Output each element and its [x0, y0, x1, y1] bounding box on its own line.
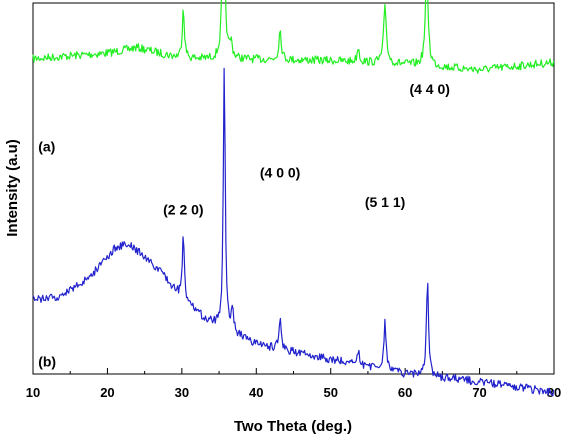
- series-line-0: [32, 0, 555, 74]
- x-tick-label: 30: [175, 385, 189, 400]
- x-axis-label: Two Theta (deg.): [234, 418, 352, 435]
- peak-label: (4 4 0): [409, 81, 449, 97]
- peak-label: (5 1 1): [365, 194, 405, 210]
- x-tick-label: 60: [398, 385, 412, 400]
- x-tick-label: 70: [472, 385, 486, 400]
- x-tick-label: 50: [323, 385, 337, 400]
- x-tick-label: 10: [26, 385, 40, 400]
- x-axis-ticks: 10 20 30 40 50 60 70 80: [26, 368, 561, 400]
- series-label: (b): [38, 354, 56, 370]
- x-tick-label: 40: [249, 385, 263, 400]
- annotations: (a)(b)(2 2 0)(3 1 1)(4 0 0)(5 1 1)(4 4 0…: [38, 81, 450, 370]
- series-label: (a): [38, 138, 55, 154]
- series-line-1: [32, 67, 555, 397]
- peak-label: (4 0 0): [260, 164, 300, 180]
- peak-label: (2 2 0): [163, 201, 203, 217]
- x-tick-label: 20: [100, 385, 114, 400]
- series-layer: [32, 0, 555, 397]
- x-tick-label: 80: [547, 385, 561, 400]
- y-axis-label: Intensity (a.u): [4, 139, 21, 237]
